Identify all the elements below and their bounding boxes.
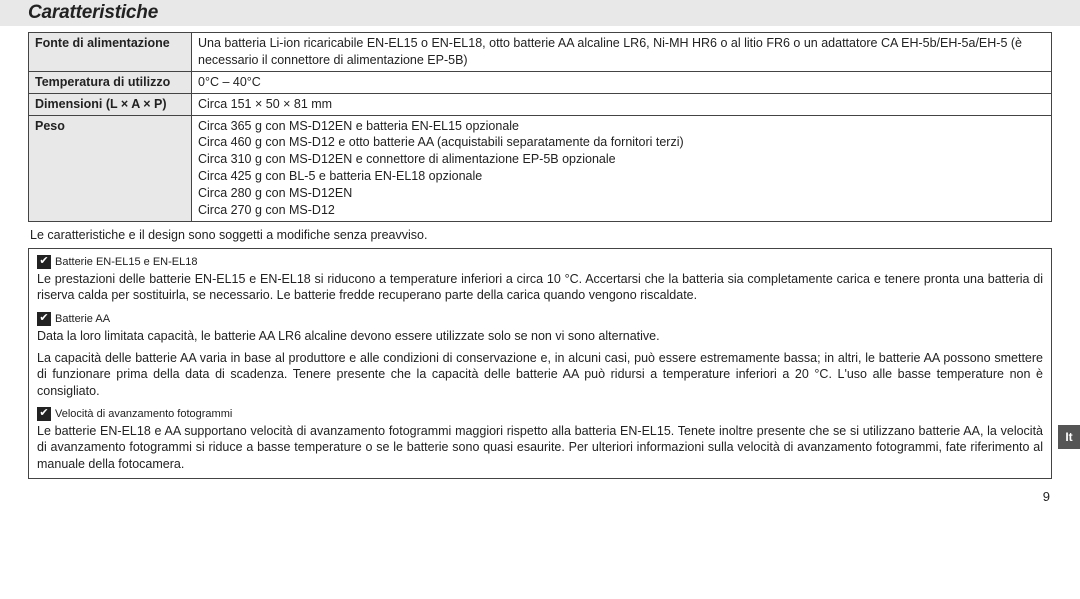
check-icon: ✔ (37, 312, 51, 326)
spec-label: Peso (29, 115, 192, 221)
spec-label: Dimensioni (L × A × P) (29, 93, 192, 115)
section-heading-bar: Caratteristiche (0, 0, 1080, 26)
page-number: 9 (28, 489, 1052, 504)
check-icon: ✔ (37, 255, 51, 269)
callout-title-text: Batterie EN-EL15 e EN-EL18 (55, 255, 197, 269)
table-row: Dimensioni (L × A × P) Circa 151 × 50 × … (29, 93, 1052, 115)
callout-body: Data la loro limitata capacità, le batte… (37, 328, 1043, 344)
callout-title: ✔ Batterie AA (37, 312, 1043, 326)
callout-title: ✔ Velocità di avanzamento fotogrammi (37, 407, 1043, 421)
spec-value: Circa 365 g con MS-D12EN e batteria EN-E… (192, 115, 1052, 221)
callout-body: Le batterie EN-EL18 e AA supportano velo… (37, 423, 1043, 472)
language-tab: It (1058, 425, 1080, 449)
table-row: Temperatura di utilizzo 0°C – 40°C (29, 71, 1052, 93)
spec-label: Fonte di alimentazione (29, 33, 192, 72)
callout-body: Le prestazioni delle batterie EN-EL15 e … (37, 271, 1043, 304)
spec-value: 0°C – 40°C (192, 71, 1052, 93)
spec-label: Temperatura di utilizzo (29, 71, 192, 93)
callout-title-text: Velocità di avanzamento fotogrammi (55, 407, 232, 421)
spec-value: Una batteria Li-ion ricaricabile EN-EL15… (192, 33, 1052, 72)
table-row: Peso Circa 365 g con MS-D12EN e batteria… (29, 115, 1052, 221)
callout-title-text: Batterie AA (55, 312, 110, 326)
section-heading: Caratteristiche (28, 2, 158, 23)
callout-title: ✔ Batterie EN-EL15 e EN-EL18 (37, 255, 1043, 269)
table-row: Fonte di alimentazione Una batteria Li-i… (29, 33, 1052, 72)
spec-table: Fonte di alimentazione Una batteria Li-i… (28, 32, 1052, 222)
callout-box: ✔ Batterie EN-EL15 e EN-EL18 Le prestazi… (28, 248, 1052, 479)
callout-body: La capacità delle batterie AA varia in b… (37, 350, 1043, 399)
spec-value: Circa 151 × 50 × 81 mm (192, 93, 1052, 115)
manual-page: Caratteristiche Fonte di alimentazione U… (0, 0, 1080, 514)
disclaimer-note: Le caratteristiche e il design sono sogg… (30, 228, 1052, 242)
check-icon: ✔ (37, 407, 51, 421)
